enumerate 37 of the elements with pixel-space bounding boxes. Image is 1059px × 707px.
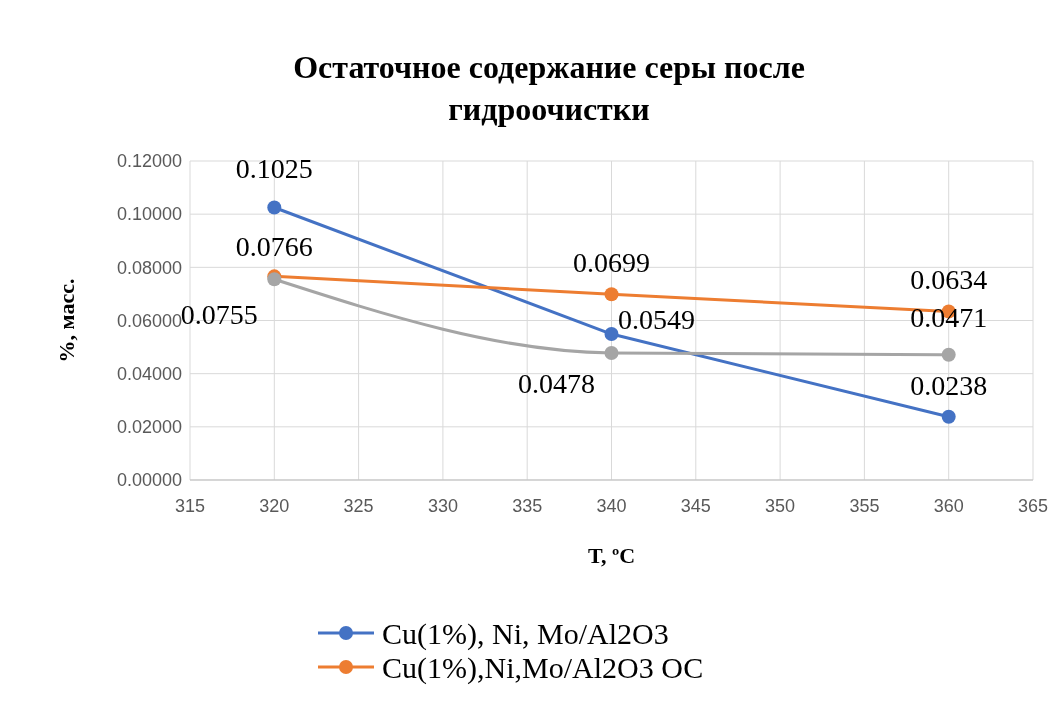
- y-tick-label: 0.04000: [116, 363, 182, 384]
- data-label: 0.1025: [235, 152, 313, 184]
- data-label: 0.0238: [910, 369, 988, 401]
- point: [604, 287, 619, 302]
- x-tick-label: 345: [680, 496, 711, 516]
- x-tick-label: 325: [343, 496, 374, 516]
- x-axis-title: T, ºC: [587, 543, 636, 568]
- x-tick-label: 355: [849, 496, 880, 516]
- data-label: 0.0471: [910, 301, 988, 333]
- x-tick-label: 320: [259, 496, 290, 516]
- y-tick-label: 0.12000: [116, 151, 182, 172]
- data-label: 0.0766: [235, 231, 313, 263]
- x-tick-label: 365: [1017, 496, 1049, 516]
- data-label: 0.0549: [618, 304, 695, 336]
- legend-label: Cu(1%),Ni,Mo/Al2O3 ОС: [382, 650, 704, 685]
- point: [941, 347, 956, 362]
- legend-label: Cu(1%), Ni, Mo/Al2O3: [382, 616, 669, 651]
- data-label: 0.0699: [573, 247, 650, 279]
- y-tick-label: 0.06000: [116, 310, 182, 331]
- y-axis-title: %, масс.: [54, 278, 79, 363]
- x-tick-label: 315: [174, 496, 206, 516]
- point: [604, 345, 619, 360]
- x-tick-label: 350: [765, 496, 796, 516]
- y-tick-label: 0.08000: [116, 257, 182, 278]
- x-tick-label: 330: [427, 496, 458, 516]
- y-tick-label: 0.10000: [116, 204, 182, 225]
- y-tick-label: 0.02000: [116, 417, 182, 438]
- data-label: 0.0478: [518, 367, 595, 399]
- data-label: 0.0634: [910, 264, 988, 296]
- chart-title: Остаточное содержание серы после гидроочистки: [293, 49, 805, 127]
- y-tick-label: 0.00000: [116, 470, 182, 491]
- x-tick-label: 340: [596, 496, 627, 516]
- point: [604, 327, 619, 342]
- x-tick-label: 335: [512, 496, 543, 516]
- x-tick-label: 360: [933, 496, 964, 516]
- point: [941, 409, 956, 424]
- point: [267, 200, 282, 215]
